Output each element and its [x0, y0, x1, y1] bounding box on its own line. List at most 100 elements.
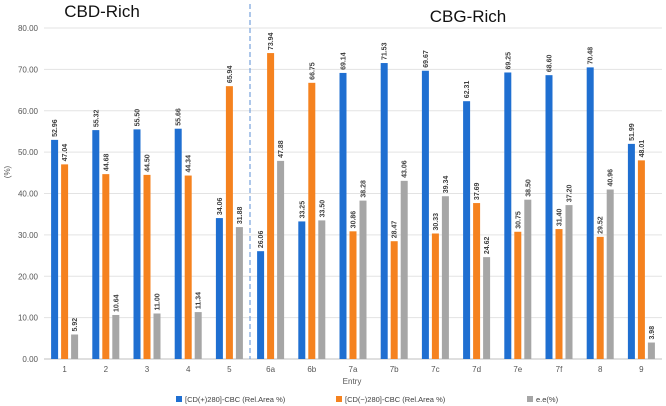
bar	[133, 129, 141, 359]
bar-data-label: 33.50	[319, 200, 326, 218]
bar-data-label: 33.25	[299, 201, 306, 219]
bar-data-label: 69.67	[423, 50, 430, 68]
bar	[102, 174, 110, 359]
y-tick-label: 80.00	[18, 24, 39, 33]
bar	[565, 205, 573, 359]
bar-data-label: 44.68	[103, 154, 110, 172]
x-tick-label: 6a	[266, 365, 275, 374]
bar	[339, 72, 347, 359]
x-tick-label: 9	[639, 365, 644, 374]
bar	[92, 130, 100, 359]
x-tick-label: 4	[186, 365, 191, 374]
bar-data-label: 52.96	[52, 119, 59, 137]
bar-data-label: 30.33	[433, 213, 440, 231]
bar	[225, 86, 233, 359]
x-tick-label: 7b	[390, 365, 399, 374]
bars	[51, 53, 655, 360]
bar	[545, 75, 553, 359]
bar-data-label: 38.28	[361, 180, 368, 198]
bar-data-label: 37.69	[474, 182, 481, 200]
bar-data-label: 44.50	[145, 154, 152, 172]
bar	[473, 203, 481, 359]
bar	[421, 70, 429, 360]
y-tick-label: 10.00	[18, 314, 39, 323]
x-axis-title: Entry	[343, 377, 362, 386]
bar	[174, 128, 182, 359]
bar	[514, 231, 522, 359]
bar	[431, 233, 439, 359]
bar-data-label: 38.50	[525, 179, 532, 197]
bar	[637, 160, 645, 359]
bar	[267, 53, 275, 360]
region-label-cbd: CBD-Rich	[64, 2, 140, 21]
x-tick-label: 7f	[556, 365, 563, 374]
legend-swatch-cd-plus	[176, 396, 182, 402]
bar	[606, 189, 614, 359]
x-tick-label: 7d	[472, 365, 481, 374]
bar-data-label: 11.34	[196, 292, 203, 309]
bar	[463, 101, 471, 359]
x-tick-label: 7c	[431, 365, 439, 374]
bar-data-label: 31.40	[557, 208, 564, 226]
bar-data-label: 62.31	[464, 81, 471, 99]
x-tick-label: 7e	[513, 365, 522, 374]
bar	[504, 72, 512, 360]
legend-label-ee: e.e(%)	[536, 395, 559, 404]
y-tick-label: 0.00	[22, 355, 38, 364]
y-axis-title: (%)	[3, 165, 12, 178]
y-tick-label: 40.00	[18, 190, 39, 199]
bar-data-label: 51.99	[629, 123, 636, 141]
bar	[257, 251, 265, 359]
region-label-cbg: CBG-Rich	[430, 7, 507, 26]
x-axis-ticks: 1 2 3 4 5 6a 6b 7a 7b 7c 7d 7e 7f 8 9	[62, 365, 644, 374]
bar	[555, 229, 563, 359]
bar	[112, 314, 120, 359]
y-axis-ticks: 0.00 10.00 20.00 30.00 40.00 50.00 60.00 70.00 8…	[18, 24, 39, 364]
x-tick-label: 5	[227, 365, 232, 374]
bar-data-label: 48.01	[639, 140, 646, 158]
bar	[596, 236, 604, 359]
bar	[380, 63, 388, 360]
bar-data-label: 55.32	[93, 109, 100, 127]
bar-data-label: 30.86	[351, 211, 358, 229]
legend-swatch-cd-minus	[336, 396, 342, 402]
y-tick-label: 50.00	[18, 148, 39, 157]
bar-data-label: 47.04	[62, 144, 69, 162]
x-tick-label: 3	[145, 365, 150, 374]
bar-data-label: 31.88	[237, 206, 244, 224]
y-tick-label: 30.00	[18, 231, 39, 240]
bar	[143, 174, 151, 359]
bar-data-label: 43.06	[402, 160, 409, 178]
bar-data-label: 3.98	[649, 326, 656, 340]
x-tick-label: 2	[104, 365, 109, 374]
bar	[359, 200, 367, 359]
bar-data-label: 29.52	[598, 216, 605, 234]
bar-data-label: 55.50	[135, 109, 142, 127]
bar-data-label: 40.96	[608, 169, 615, 187]
bar-data-label: 70.48	[588, 47, 595, 65]
bar-data-label: 65.94	[227, 66, 234, 84]
bar	[390, 241, 398, 359]
bar-data-label: 5.92	[72, 318, 79, 332]
y-tick-label: 60.00	[18, 107, 39, 116]
bar-data-label: 10.64	[113, 294, 120, 312]
x-tick-label: 7a	[349, 365, 358, 374]
bar-data-label: 11.00	[155, 293, 162, 310]
bar	[51, 139, 59, 359]
bar	[318, 220, 326, 359]
x-tick-label: 6b	[307, 365, 316, 374]
bar-data-label: 28.47	[392, 221, 399, 239]
legend-swatch-ee	[527, 396, 533, 402]
bar-data-label: 44.34	[186, 155, 193, 173]
bar	[586, 67, 594, 359]
bar	[215, 218, 223, 359]
y-tick-label: 20.00	[18, 272, 39, 281]
bar	[308, 82, 316, 360]
bar	[153, 313, 161, 359]
bar-data-label: 26.06	[258, 231, 265, 249]
bar-data-label: 73.94	[268, 32, 275, 50]
bar	[441, 196, 449, 359]
bar-data-label: 71.53	[382, 42, 389, 60]
